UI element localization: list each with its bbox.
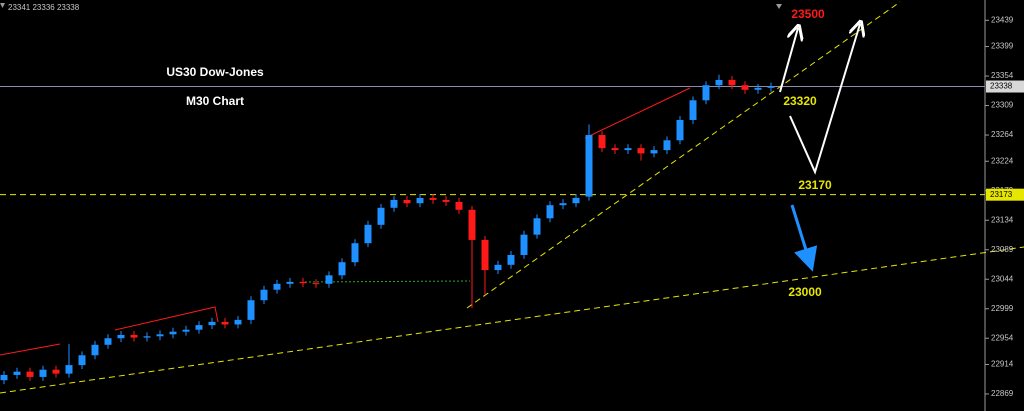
candle-body (286, 281, 294, 284)
candle-body (533, 218, 541, 235)
candle-body (221, 321, 229, 325)
channel-line (584, 87, 691, 139)
candle-body (234, 319, 242, 325)
y-tick-label: 23089 (991, 245, 1014, 254)
candle-body (416, 197, 424, 204)
channel-line (114, 306, 219, 331)
candle-body (520, 234, 528, 255)
y-tick-label: 23439 (991, 15, 1014, 24)
candle-body (494, 264, 502, 271)
level-line (304, 280, 471, 283)
candle-body (390, 199, 398, 208)
candle-body (598, 135, 606, 149)
candle-body (481, 239, 489, 271)
candle-body (663, 140, 671, 151)
candle-body (182, 329, 190, 332)
candle-body (91, 344, 99, 356)
candle-body (312, 283, 320, 285)
price-box (986, 80, 1024, 93)
price-lines (0, 86, 985, 196)
y-tick-label: 23309 (991, 101, 1014, 110)
annotation: 23000 (788, 285, 822, 299)
y-tick-label: 22954 (991, 333, 1014, 342)
candle-body (572, 197, 580, 204)
candle-body (364, 224, 372, 244)
candle-body (156, 334, 164, 337)
candle-body (702, 85, 710, 101)
candle-body (130, 334, 138, 338)
candle-body (676, 119, 684, 141)
candle-body (52, 369, 60, 374)
annotation: 23500 (791, 7, 825, 21)
candle-body (247, 300, 255, 320)
y-tick-label: 22869 (991, 389, 1014, 398)
candle-body (195, 325, 203, 330)
chart-title: US30 Dow-Jones (166, 65, 264, 79)
candle-body (715, 79, 723, 86)
y-tick-label: 23354 (991, 71, 1014, 80)
chart-subtitle: M30 Chart (186, 94, 244, 108)
candle-body (507, 254, 515, 265)
candle-body (338, 262, 346, 276)
channel-line (0, 343, 61, 356)
y-tick-label: 23044 (991, 274, 1014, 283)
candle-body (39, 369, 47, 377)
candle-body (208, 321, 216, 326)
candle-body (754, 87, 762, 90)
candle-body (0, 374, 8, 381)
candle-body (377, 207, 385, 225)
annotation: 23320 (783, 94, 817, 108)
y-tick-label: 23224 (991, 156, 1014, 165)
candle-body (325, 275, 333, 284)
trend-line (0, 246, 1024, 394)
candle-body (143, 336, 151, 338)
candle-body (169, 331, 177, 335)
y-tick-label: 23399 (991, 42, 1014, 51)
price-label: 23338 (990, 82, 1013, 91)
candle-body (78, 355, 86, 366)
candle-body (559, 203, 567, 206)
candle-body (546, 205, 554, 219)
marker (0, 3, 5, 8)
candle-body (260, 289, 268, 301)
arrow (789, 24, 860, 175)
candle-body (585, 135, 593, 197)
candle-body (637, 148, 645, 154)
candle-body (26, 371, 34, 377)
candle-body (728, 79, 736, 86)
candle-body (767, 86, 775, 88)
candle-body (689, 100, 697, 120)
candle-body (403, 199, 411, 204)
candles (0, 74, 775, 385)
candle-body (741, 85, 749, 90)
candle-body (650, 150, 658, 154)
candle-body (429, 197, 437, 200)
annotation: 23170 (798, 178, 832, 192)
y-tick-label: 23134 (991, 215, 1014, 224)
marker (776, 4, 782, 9)
candle-body (299, 281, 307, 284)
y-tick-label: 22999 (991, 304, 1014, 313)
candle-body (351, 243, 359, 263)
plot-area (0, 0, 985, 411)
candle-body (455, 201, 463, 210)
candle-body (117, 334, 125, 339)
candle-body (273, 283, 281, 290)
candle-body (611, 148, 619, 151)
candle-body (468, 209, 476, 240)
candle-body (624, 148, 632, 151)
arrow (790, 204, 818, 272)
candle-body (65, 365, 73, 374)
y-tick-label: 23264 (991, 130, 1014, 139)
price-label: 23173 (990, 190, 1013, 199)
arrow (779, 28, 798, 93)
candle-body (442, 199, 450, 202)
price-box (986, 188, 1024, 201)
candle-body (13, 371, 21, 375)
header: 23341 23336 23338 (8, 3, 80, 12)
trend-line (466, 1, 901, 309)
candle-body (104, 338, 112, 345)
y-tick-label: 22914 (991, 360, 1014, 369)
